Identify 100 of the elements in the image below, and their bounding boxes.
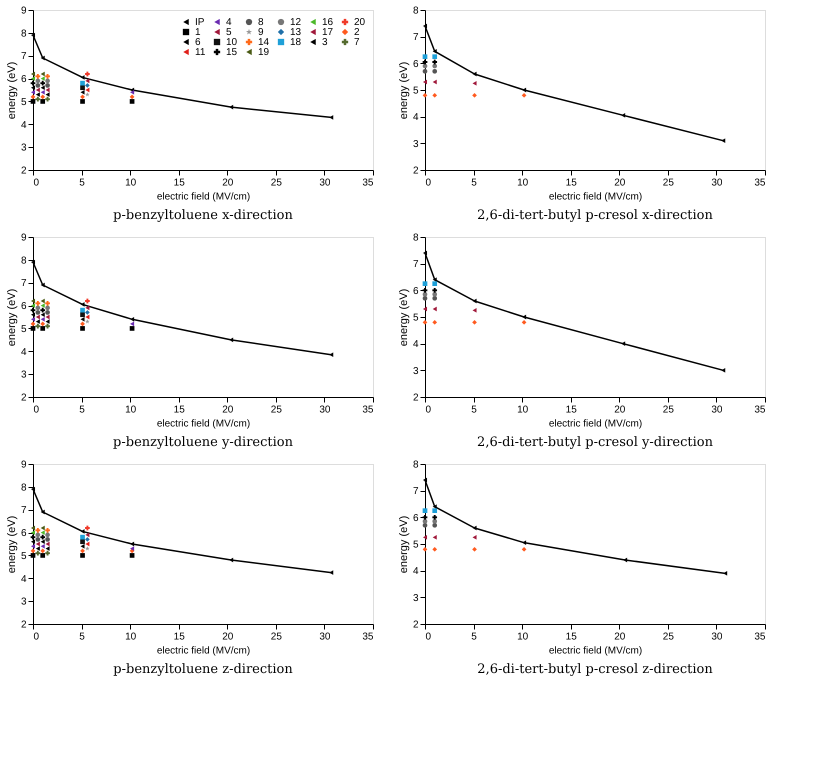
point [80, 80, 85, 86]
x-tick-label: 5 [471, 404, 478, 416]
legend-label: 4 [226, 17, 232, 28]
legend-label: 1 [195, 27, 201, 38]
point [472, 308, 477, 313]
x-tick-label: 0 [34, 404, 40, 416]
point [36, 319, 40, 324]
point [422, 320, 428, 325]
point [130, 542, 134, 546]
x-tick-label: 5 [79, 632, 86, 642]
point [80, 312, 85, 318]
y-tick-label: 7 [412, 32, 419, 44]
y-tick-label: 4 [412, 339, 419, 350]
x-tick-label: 25 [270, 404, 282, 416]
point [130, 326, 134, 331]
text: 2,6-di-tert-butyl p-cresol y-direction [477, 435, 714, 450]
point [45, 300, 50, 306]
point [621, 112, 626, 118]
legend-label: 8 [258, 17, 264, 28]
point [422, 60, 428, 64]
x-axis-title: electric field (MV/cm) [548, 418, 642, 430]
point [45, 528, 50, 533]
point [422, 306, 428, 312]
y-tick-label: 8 [412, 460, 419, 470]
x-tick-label: 30 [319, 632, 331, 642]
text: 2,6-di-tert-butyl p-cresol x-direction [477, 208, 714, 223]
point [432, 54, 438, 60]
point [80, 322, 85, 326]
x-tick-label: 30 [711, 178, 723, 188]
point [45, 96, 50, 102]
x-tick-label: 0 [426, 632, 432, 642]
point [130, 322, 134, 326]
point [80, 548, 85, 554]
point [130, 94, 134, 100]
y-tick-label: 8 [412, 6, 419, 16]
y-tick-label: 5 [20, 550, 27, 562]
y-tick-label: 3 [412, 592, 419, 604]
point [80, 99, 85, 104]
point [45, 74, 50, 79]
y-tick-label: 5 [20, 96, 27, 108]
y-tick-label: 6 [412, 512, 419, 524]
legend-label: 7 [354, 37, 360, 48]
legend-label: 11 [195, 47, 206, 58]
point [46, 542, 50, 546]
point [30, 316, 36, 322]
y-tick-label: 3 [20, 370, 27, 381]
x-tick-label: 15 [174, 404, 186, 416]
point [30, 530, 36, 535]
point [422, 292, 428, 297]
point [30, 526, 36, 530]
point [46, 92, 50, 97]
point [522, 92, 526, 98]
y-tick-label: 8 [20, 255, 27, 266]
y-tick-label: 6 [20, 301, 27, 312]
text: p-benzyltoluene y-direction [113, 435, 294, 450]
point [721, 138, 726, 144]
point [36, 532, 40, 538]
point [422, 514, 428, 520]
x-tick-label: 10 [517, 632, 529, 642]
point [432, 514, 438, 520]
y-axis-title: energy (eV) [398, 62, 410, 120]
point [85, 537, 90, 542]
x-tick-label: 10 [125, 178, 137, 188]
x-axis-title: electric field (MV/cm) [156, 192, 250, 202]
point [422, 64, 428, 68]
point [522, 88, 526, 92]
y-tick-label: 9 [20, 6, 27, 16]
point [422, 92, 428, 98]
x-tick-label: 0 [426, 404, 432, 416]
point [472, 72, 477, 76]
point [30, 80, 36, 86]
point [85, 526, 90, 530]
point [130, 316, 134, 322]
x-tick-label: 15 [566, 178, 578, 188]
point [80, 302, 85, 307]
point [80, 316, 85, 322]
point [80, 90, 85, 95]
point [30, 322, 36, 326]
point [36, 550, 40, 556]
point [30, 76, 36, 81]
point [422, 518, 428, 524]
point [45, 537, 50, 542]
point [40, 90, 45, 95]
point [130, 99, 134, 104]
x-tick-label: 20 [222, 632, 234, 642]
point [40, 316, 45, 322]
point [30, 553, 36, 558]
point [36, 306, 40, 310]
legend-label: 14 [258, 37, 270, 48]
point [36, 88, 40, 92]
point [30, 32, 36, 38]
x-tick-label: 25 [662, 632, 674, 642]
x-tick-label: 5 [79, 178, 86, 188]
y-tick-label: 4 [412, 566, 419, 578]
point [432, 508, 438, 514]
point [40, 544, 45, 549]
y-tick-label: 6 [20, 528, 27, 540]
point [85, 88, 90, 92]
legend-label: IP [195, 17, 205, 28]
x-tick-label: 30 [711, 404, 723, 416]
